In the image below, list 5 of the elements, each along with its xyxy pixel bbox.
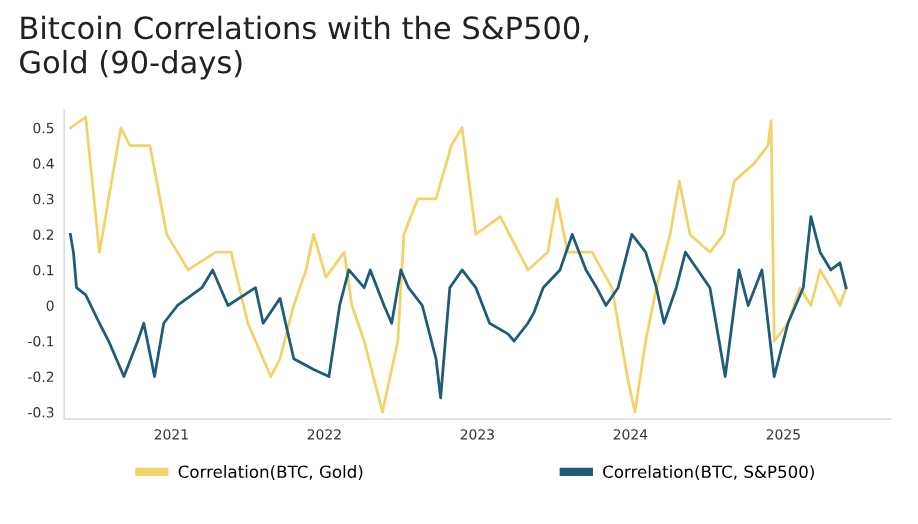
line-series (68, 215, 848, 400)
chart-title: Bitcoin Correlations with the S&P500, Gold (90-days) (20, 15, 589, 80)
legend-label: Correlation(BTC, S&P500) (603, 465, 814, 480)
legend-label: Correlation(BTC, Gold) (178, 465, 363, 480)
line-series (68, 115, 848, 414)
